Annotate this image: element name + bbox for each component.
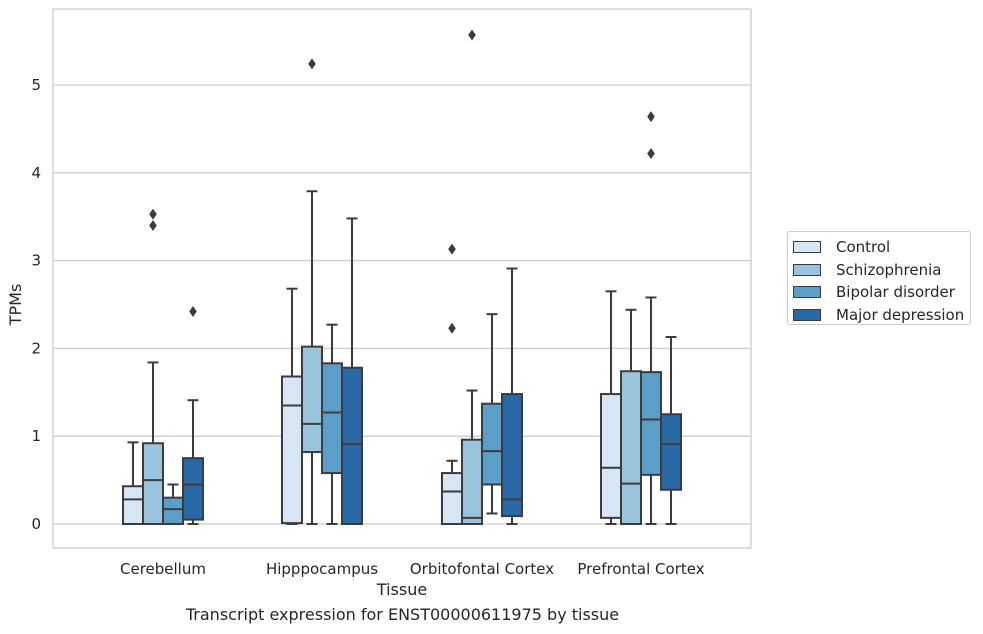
x-tick-label: Prefrontal Cortex (577, 560, 704, 578)
outlier-point (448, 322, 456, 334)
legend-item: Control (793, 236, 970, 259)
box-body (321, 362, 343, 475)
box-body (142, 442, 164, 525)
plot-frame (52, 8, 752, 549)
box-body (122, 485, 144, 526)
box-body (640, 371, 662, 476)
box-body (461, 438, 483, 526)
box-body (441, 472, 463, 525)
legend-label: Control (836, 238, 891, 257)
box-body (281, 375, 303, 525)
legend-swatch (793, 286, 821, 299)
legend-label: Bipolar disorder (836, 283, 955, 302)
box-body (341, 366, 363, 525)
box-body (600, 393, 622, 519)
box-schizophrenia (142, 208, 164, 525)
outlier-point (647, 111, 655, 123)
legend-swatch (793, 308, 821, 321)
box-control (600, 290, 622, 525)
y-tick-label: 0 (31, 515, 41, 533)
outlier-point (149, 208, 157, 220)
legend-item: Schizophrenia (793, 259, 970, 282)
box-bipolar-disorder (162, 483, 184, 526)
chart-caption: Transcript expression for ENST0000061197… (185, 605, 620, 624)
box-control (281, 287, 303, 525)
legend-label: Major depression (836, 305, 965, 324)
boxes (122, 29, 682, 526)
legend: Control Schizophrenia Bipolar disorder Majo… (787, 231, 971, 325)
box-bipolar-disorder (321, 323, 343, 525)
box-body (162, 496, 184, 526)
x-tick-label: Cerebellum (120, 560, 206, 578)
y-axis-label: TPMs (6, 284, 25, 327)
box-schizophrenia (620, 308, 642, 525)
box-bipolar-disorder (640, 111, 662, 525)
outlier-point (468, 29, 476, 41)
box-body (620, 370, 642, 525)
box-body (481, 402, 503, 486)
y-tick-label: 5 (31, 76, 41, 94)
box-body (301, 345, 323, 454)
outlier-point (189, 306, 197, 318)
box-control (441, 243, 463, 525)
box-major-depression (341, 217, 363, 525)
outlier-point (647, 147, 655, 159)
legend-label: Schizophrenia (836, 260, 942, 279)
y-tick-label: 4 (31, 164, 41, 182)
box-body (182, 457, 204, 521)
box-body (660, 413, 682, 491)
y-axis-ticks: 0 1 2 3 4 5 (31, 76, 41, 533)
x-axis-ticks: Cerebellum Hipppocampus Orbitofontal Corte… (120, 560, 705, 578)
box-schizophrenia (301, 58, 323, 525)
box-major-depression (660, 335, 682, 525)
box-schizophrenia (461, 29, 483, 526)
y-tick-label: 1 (31, 427, 41, 445)
legend-swatch (793, 263, 821, 276)
y-tick-label: 3 (31, 252, 41, 270)
legend-item: Major depression (793, 304, 970, 327)
box-bipolar-disorder (481, 313, 503, 515)
box-body (501, 393, 523, 518)
box-major-depression (182, 306, 204, 525)
box-control (122, 441, 144, 526)
y-tick-label: 2 (31, 339, 41, 357)
x-tick-label: Orbitofontal Cortex (410, 560, 554, 578)
outlier-point (448, 243, 456, 255)
legend-item: Bipolar disorder (793, 281, 970, 304)
x-tick-label: Hipppocampus (266, 560, 378, 578)
outlier-point (308, 58, 316, 70)
x-axis-label: Tissue (376, 580, 427, 599)
outlier-point (149, 219, 157, 231)
legend-swatch (793, 241, 821, 254)
box-major-depression (501, 267, 523, 525)
